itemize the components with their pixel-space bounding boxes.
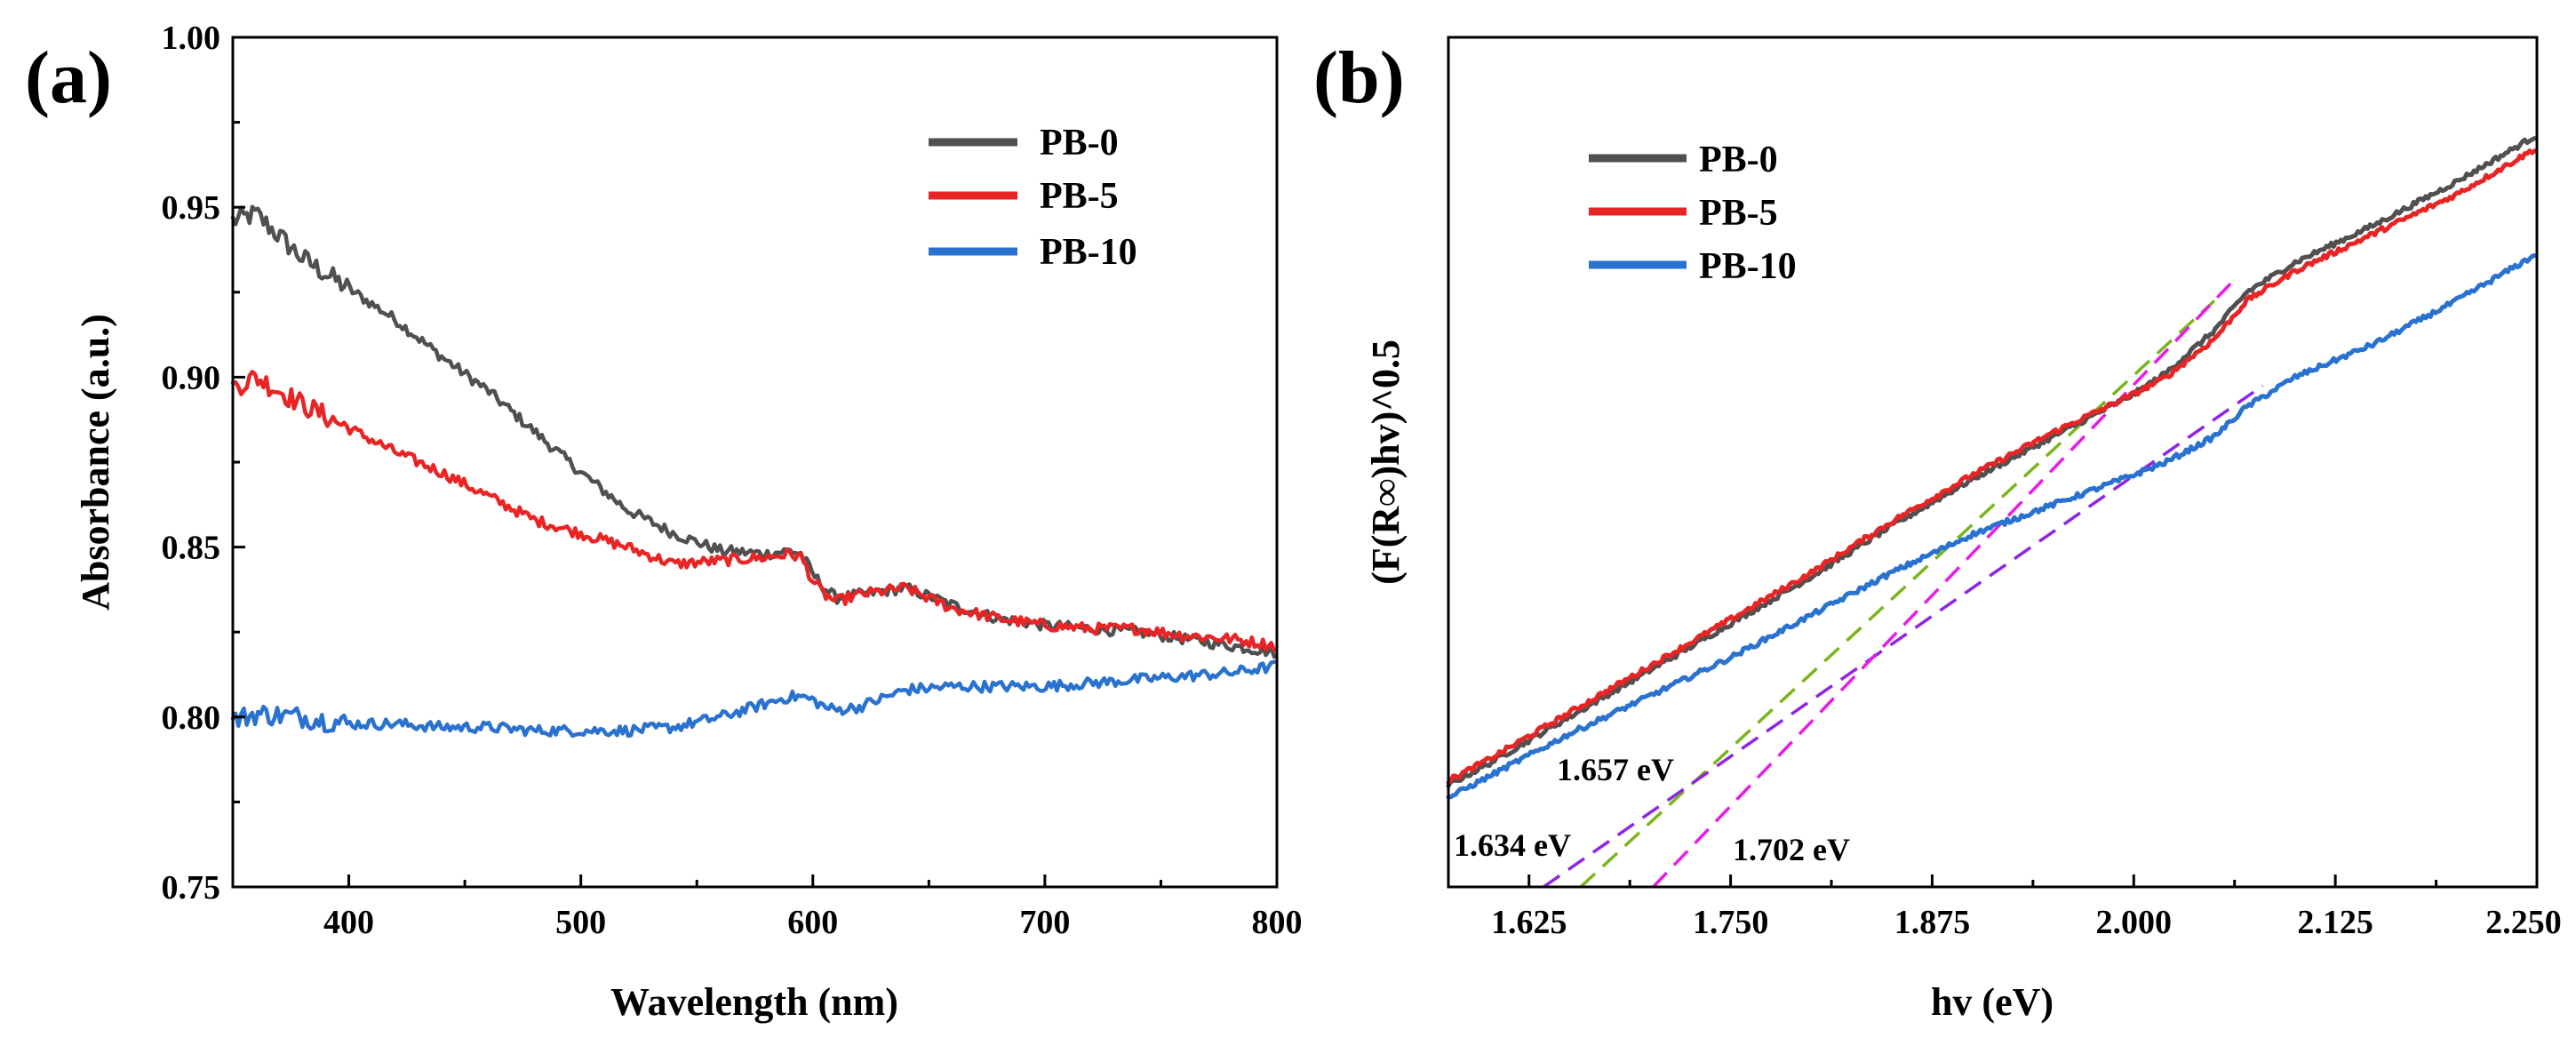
panel-b-legend-label-pb0: PB-0 (1699, 140, 1778, 180)
panel-b-legend: PB-0 PB-5 PB-10 (1589, 140, 1797, 287)
panel-b-x-tick-label: 2.125 (2297, 904, 2373, 941)
panel-a-legend-label-pb10: PB-10 (1040, 232, 1137, 273)
panel-a-y-tick-label: 0.90 (162, 359, 221, 396)
panel-a-x-tick-label: 600 (787, 904, 838, 941)
panel-b-tangent-line-purple (1543, 384, 2264, 889)
panel-a-x-tick-label: 700 (1019, 904, 1070, 941)
panel-b-series-pb10 (1446, 253, 2537, 800)
panel-a-y-tick-label: 0.80 (162, 699, 221, 737)
panel-a-x-tick-label: 800 (1252, 904, 1303, 941)
panel-a-y-axis-label: Absorbance (a.u.) (74, 314, 117, 611)
panel-a-plot-frame (231, 36, 1279, 889)
panel-a-y-tick-label: 0.95 (162, 189, 221, 227)
panel-a-y-tick-label: 0.75 (162, 869, 221, 906)
panel-b-y-axis-label: (F(R∞)hv)^0.5 (1364, 339, 1408, 585)
panel-b-annotation-1702: 1.702 eV (1733, 832, 1850, 867)
panel-a-label: (a) (25, 36, 112, 119)
panel-b-annotation-1634: 1.634 eV (1454, 827, 1571, 863)
panel-a-legend-label-pb5: PB-5 (1040, 176, 1119, 217)
panel-a-x-tick-label: 400 (323, 904, 374, 941)
panel-b-tangent-line-magenta (1652, 283, 2232, 889)
panel-b-x-tick-label: 1.875 (1894, 904, 1971, 941)
panel-a-series-pb5 (230, 370, 1277, 652)
panel-a-x-tick-label: 500 (555, 904, 606, 941)
panel-b-label: (b) (1313, 36, 1405, 119)
panel-b-series-pb5 (1446, 148, 2537, 786)
panel-b-x-ticks: 1.625 1.750 1.875 2.000 2.125 2.250 (1491, 874, 2562, 941)
panel-b-x-tick-label: 1.625 (1491, 904, 1567, 941)
panel-b-series-pb0 (1446, 136, 2537, 788)
panel-b-tangent-line-green (1579, 299, 2216, 889)
panel-b-legend-label-pb5: PB-5 (1699, 193, 1778, 234)
panel-b-x-tick-label: 1.750 (1693, 904, 1769, 941)
panel-b-series-group (1446, 136, 2537, 800)
panel-a-y-ticks: 0.75 0.80 0.85 0.90 0.95 1.00 (162, 20, 245, 906)
panel-b-annotation-1657: 1.657 eV (1557, 752, 1674, 787)
panel-b-legend-label-pb10: PB-10 (1699, 246, 1797, 287)
panel-b-x-tick-label: 2.250 (2485, 904, 2562, 941)
panel-a-series-group (230, 204, 1277, 739)
panel-a-series-pb10 (230, 659, 1277, 739)
panel-b-x-axis-label: hv (eV) (1931, 980, 2054, 1024)
panel-b: (b) 1.625 1.750 1.875 2.000 2.125 2.250 hv (e… (1313, 36, 2562, 1024)
panel-b-plot-frame (1447, 36, 2539, 889)
panel-a: (a) 400 500 600 700 800 0.75 0.80 0.85 0.90 0.95… (25, 20, 1303, 1024)
panel-a-y-tick-label: 1.00 (162, 20, 221, 57)
panel-b-tangent-lines (1543, 283, 2264, 889)
panel-a-series-pb0 (230, 204, 1277, 659)
panel-a-x-ticks: 400 500 600 700 800 (231, 874, 1303, 941)
panel-a-x-axis-label: Wavelength (nm) (610, 980, 898, 1024)
panel-a-y-tick-label: 0.85 (162, 530, 221, 567)
panel-b-x-tick-label: 2.000 (2096, 904, 2173, 941)
panel-a-legend-label-pb0: PB-0 (1040, 123, 1119, 164)
panel-a-legend: PB-0 PB-5 PB-10 (929, 123, 1137, 273)
